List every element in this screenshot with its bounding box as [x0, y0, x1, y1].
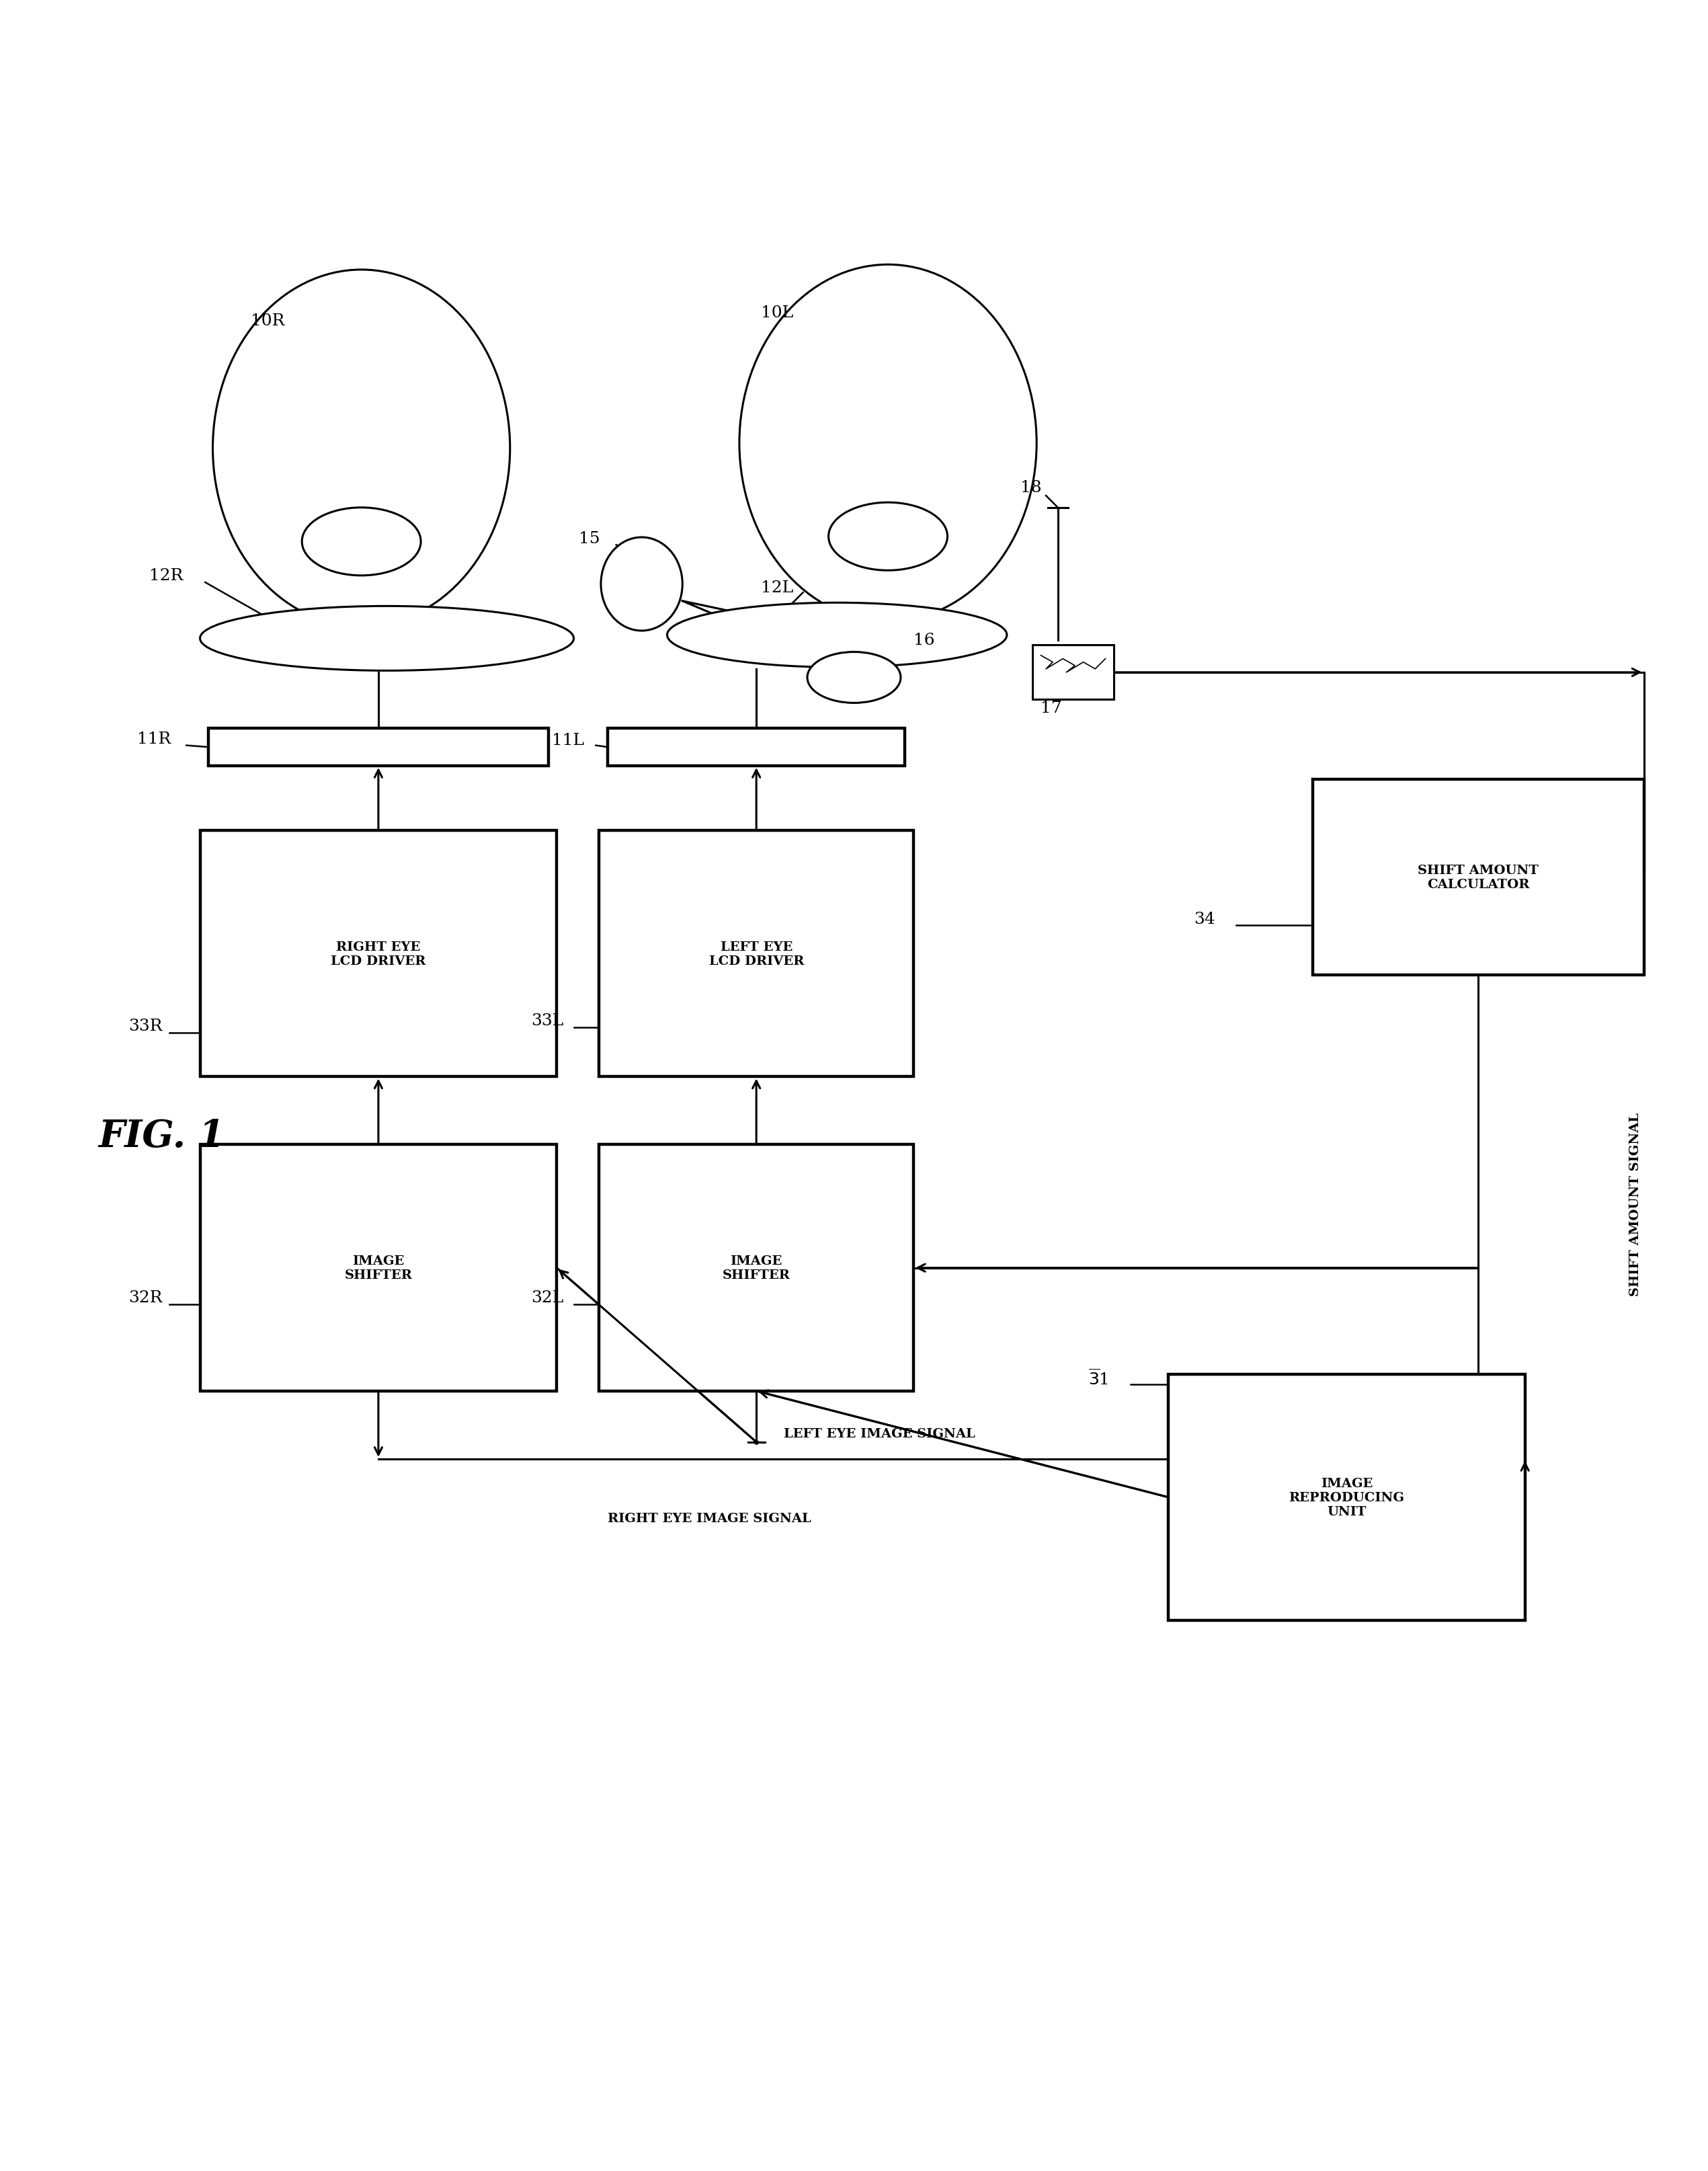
Ellipse shape [808, 651, 900, 703]
Text: 10L: 10L [760, 304, 793, 321]
Text: FIG. 1: FIG. 1 [97, 1118, 224, 1155]
Ellipse shape [200, 606, 574, 671]
Bar [1168, 1374, 1525, 1620]
Text: RIGHT EYE
LCD DRIVER: RIGHT EYE LCD DRIVER [331, 940, 425, 966]
Text: 11R: 11R [137, 732, 171, 747]
Bar [600, 831, 914, 1077]
Text: $\overline{3}$1: $\overline{3}$1 [1088, 1368, 1108, 1387]
Text: 11L: 11L [552, 734, 584, 749]
Bar [1032, 645, 1114, 699]
Text: IMAGE
REPRODUCING
UNIT: IMAGE REPRODUCING UNIT [1290, 1478, 1404, 1518]
Text: 12L: 12L [760, 580, 793, 595]
Ellipse shape [601, 538, 683, 632]
Text: LEFT EYE IMAGE SIGNAL: LEFT EYE IMAGE SIGNAL [784, 1429, 975, 1439]
Ellipse shape [668, 604, 1008, 669]
Bar [1313, 779, 1643, 975]
Text: LEFT EYE
LCD DRIVER: LEFT EYE LCD DRIVER [709, 940, 804, 966]
Text: 32R: 32R [128, 1290, 162, 1305]
Text: 34: 34 [1194, 912, 1214, 927]
Bar [608, 729, 905, 766]
Text: 17: 17 [1040, 701, 1062, 716]
Text: IMAGE
SHIFTER: IMAGE SHIFTER [345, 1255, 412, 1281]
Text: 32L: 32L [531, 1290, 564, 1305]
Bar [200, 831, 557, 1077]
Text: 15: 15 [579, 532, 600, 547]
Bar [208, 729, 548, 766]
Text: 10R: 10R [251, 313, 285, 328]
Text: IMAGE
SHIFTER: IMAGE SHIFTER [722, 1255, 791, 1281]
Text: 33L: 33L [531, 1014, 564, 1029]
Text: 12R: 12R [149, 569, 183, 584]
Text: RIGHT EYE IMAGE SIGNAL: RIGHT EYE IMAGE SIGNAL [608, 1513, 811, 1524]
Ellipse shape [302, 508, 420, 575]
Text: 18: 18 [1020, 480, 1042, 495]
Ellipse shape [214, 269, 511, 627]
Ellipse shape [740, 265, 1037, 621]
Text: 33R: 33R [128, 1018, 162, 1033]
Bar [600, 1144, 914, 1392]
Text: 16: 16 [914, 632, 934, 649]
Text: SHIFT AMOUNT
CALCULATOR: SHIFT AMOUNT CALCULATOR [1418, 864, 1539, 890]
Bar [200, 1144, 557, 1392]
Text: SHIFT AMOUNT SIGNAL: SHIFT AMOUNT SIGNAL [1629, 1114, 1641, 1296]
Ellipse shape [828, 504, 948, 571]
